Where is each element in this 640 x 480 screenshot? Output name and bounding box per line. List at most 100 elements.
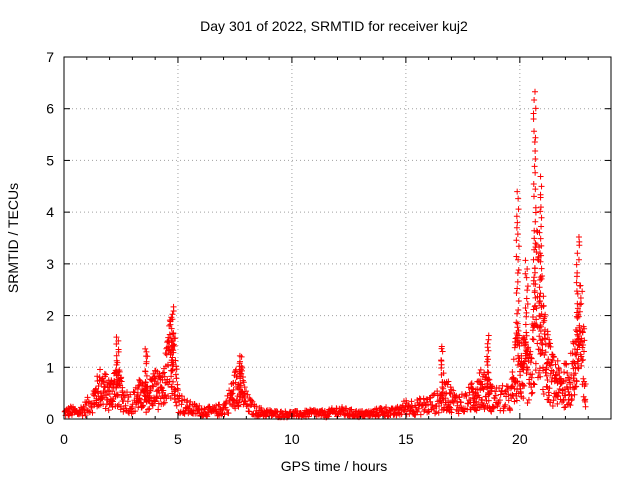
data-point — [174, 381, 181, 388]
data-point — [514, 219, 521, 226]
data-point — [524, 265, 531, 272]
x-tick-label: 10 — [284, 431, 300, 447]
data-point — [504, 387, 511, 394]
data-point — [485, 397, 492, 404]
data-point — [171, 388, 178, 395]
data-point — [236, 352, 243, 359]
data-point — [501, 403, 508, 410]
data-point — [113, 352, 120, 359]
data-point — [221, 400, 228, 407]
data-point — [563, 361, 570, 368]
x-tick-label: 15 — [398, 431, 414, 447]
data-point — [132, 408, 139, 415]
data-point — [168, 325, 175, 332]
data-point — [169, 346, 176, 353]
data-point — [538, 304, 545, 311]
data-point — [532, 281, 539, 288]
data-point — [166, 322, 173, 329]
data-point — [541, 331, 548, 338]
data-point — [517, 390, 524, 397]
data-point — [115, 337, 122, 344]
data-point — [579, 288, 586, 295]
data-point — [554, 357, 561, 364]
data-point — [581, 337, 588, 344]
data-point — [522, 355, 529, 362]
data-point — [414, 408, 421, 415]
data-point — [532, 169, 539, 176]
data-point — [229, 390, 236, 397]
data-point — [201, 405, 208, 412]
data-point — [223, 398, 230, 405]
data-point — [514, 270, 521, 277]
data-point — [528, 384, 535, 391]
data-point — [168, 367, 175, 374]
data-point — [241, 397, 248, 404]
data-point — [547, 343, 554, 350]
data-point — [543, 360, 550, 367]
data-point — [178, 401, 185, 408]
data-point — [533, 316, 540, 323]
data-point — [450, 387, 457, 394]
data-point — [494, 403, 501, 410]
data-point — [79, 412, 86, 419]
data-point — [572, 370, 579, 377]
data-point — [118, 378, 125, 385]
data-point — [523, 329, 530, 336]
data-point — [161, 373, 168, 380]
x-tick-label: 5 — [174, 431, 182, 447]
data-point — [574, 305, 581, 312]
data-point — [109, 404, 116, 411]
data-point — [172, 399, 179, 406]
data-point — [148, 376, 155, 383]
data-point — [263, 413, 270, 420]
data-point — [142, 379, 149, 386]
data-point — [425, 408, 432, 415]
data-point — [103, 392, 110, 399]
data-point — [530, 180, 537, 187]
data-point — [542, 341, 549, 348]
grid-layer — [64, 57, 611, 419]
data-point — [552, 361, 559, 368]
data-point — [196, 402, 203, 409]
data-point — [401, 406, 408, 413]
data-point — [489, 383, 496, 390]
data-point — [514, 285, 521, 292]
data-point — [525, 396, 532, 403]
data-point — [223, 406, 230, 413]
x-tick-label: 0 — [60, 431, 68, 447]
data-point — [540, 390, 547, 397]
tick-layer: 0 1 2 3 4 5 6 7 0 5 10 15 20 — [46, 49, 611, 447]
data-point — [168, 338, 175, 345]
data-point — [568, 396, 575, 403]
data-point — [547, 362, 554, 369]
data-point — [118, 374, 125, 381]
data-point — [145, 406, 152, 413]
data-point — [514, 331, 521, 338]
data-point — [515, 206, 522, 213]
data-point — [433, 408, 440, 415]
data-point — [142, 368, 149, 375]
data-point — [167, 394, 174, 401]
data-point — [539, 386, 546, 393]
data-point — [184, 397, 191, 404]
data-point — [160, 400, 167, 407]
data-point — [575, 313, 582, 320]
data-point — [408, 398, 415, 405]
data-point — [159, 370, 166, 377]
data-point — [550, 369, 557, 376]
data-point — [170, 378, 177, 385]
data-point — [537, 350, 544, 357]
data-point — [130, 388, 137, 395]
data-point — [571, 391, 578, 398]
data-point — [149, 402, 156, 409]
data-point — [562, 377, 569, 384]
data-point — [161, 369, 168, 376]
data-point — [524, 300, 531, 307]
data-point — [567, 402, 574, 409]
data-point — [477, 366, 484, 373]
data-point — [139, 381, 146, 388]
data-point — [515, 243, 522, 250]
data-point — [536, 365, 543, 372]
data-point — [114, 403, 121, 410]
data-point — [456, 394, 463, 401]
